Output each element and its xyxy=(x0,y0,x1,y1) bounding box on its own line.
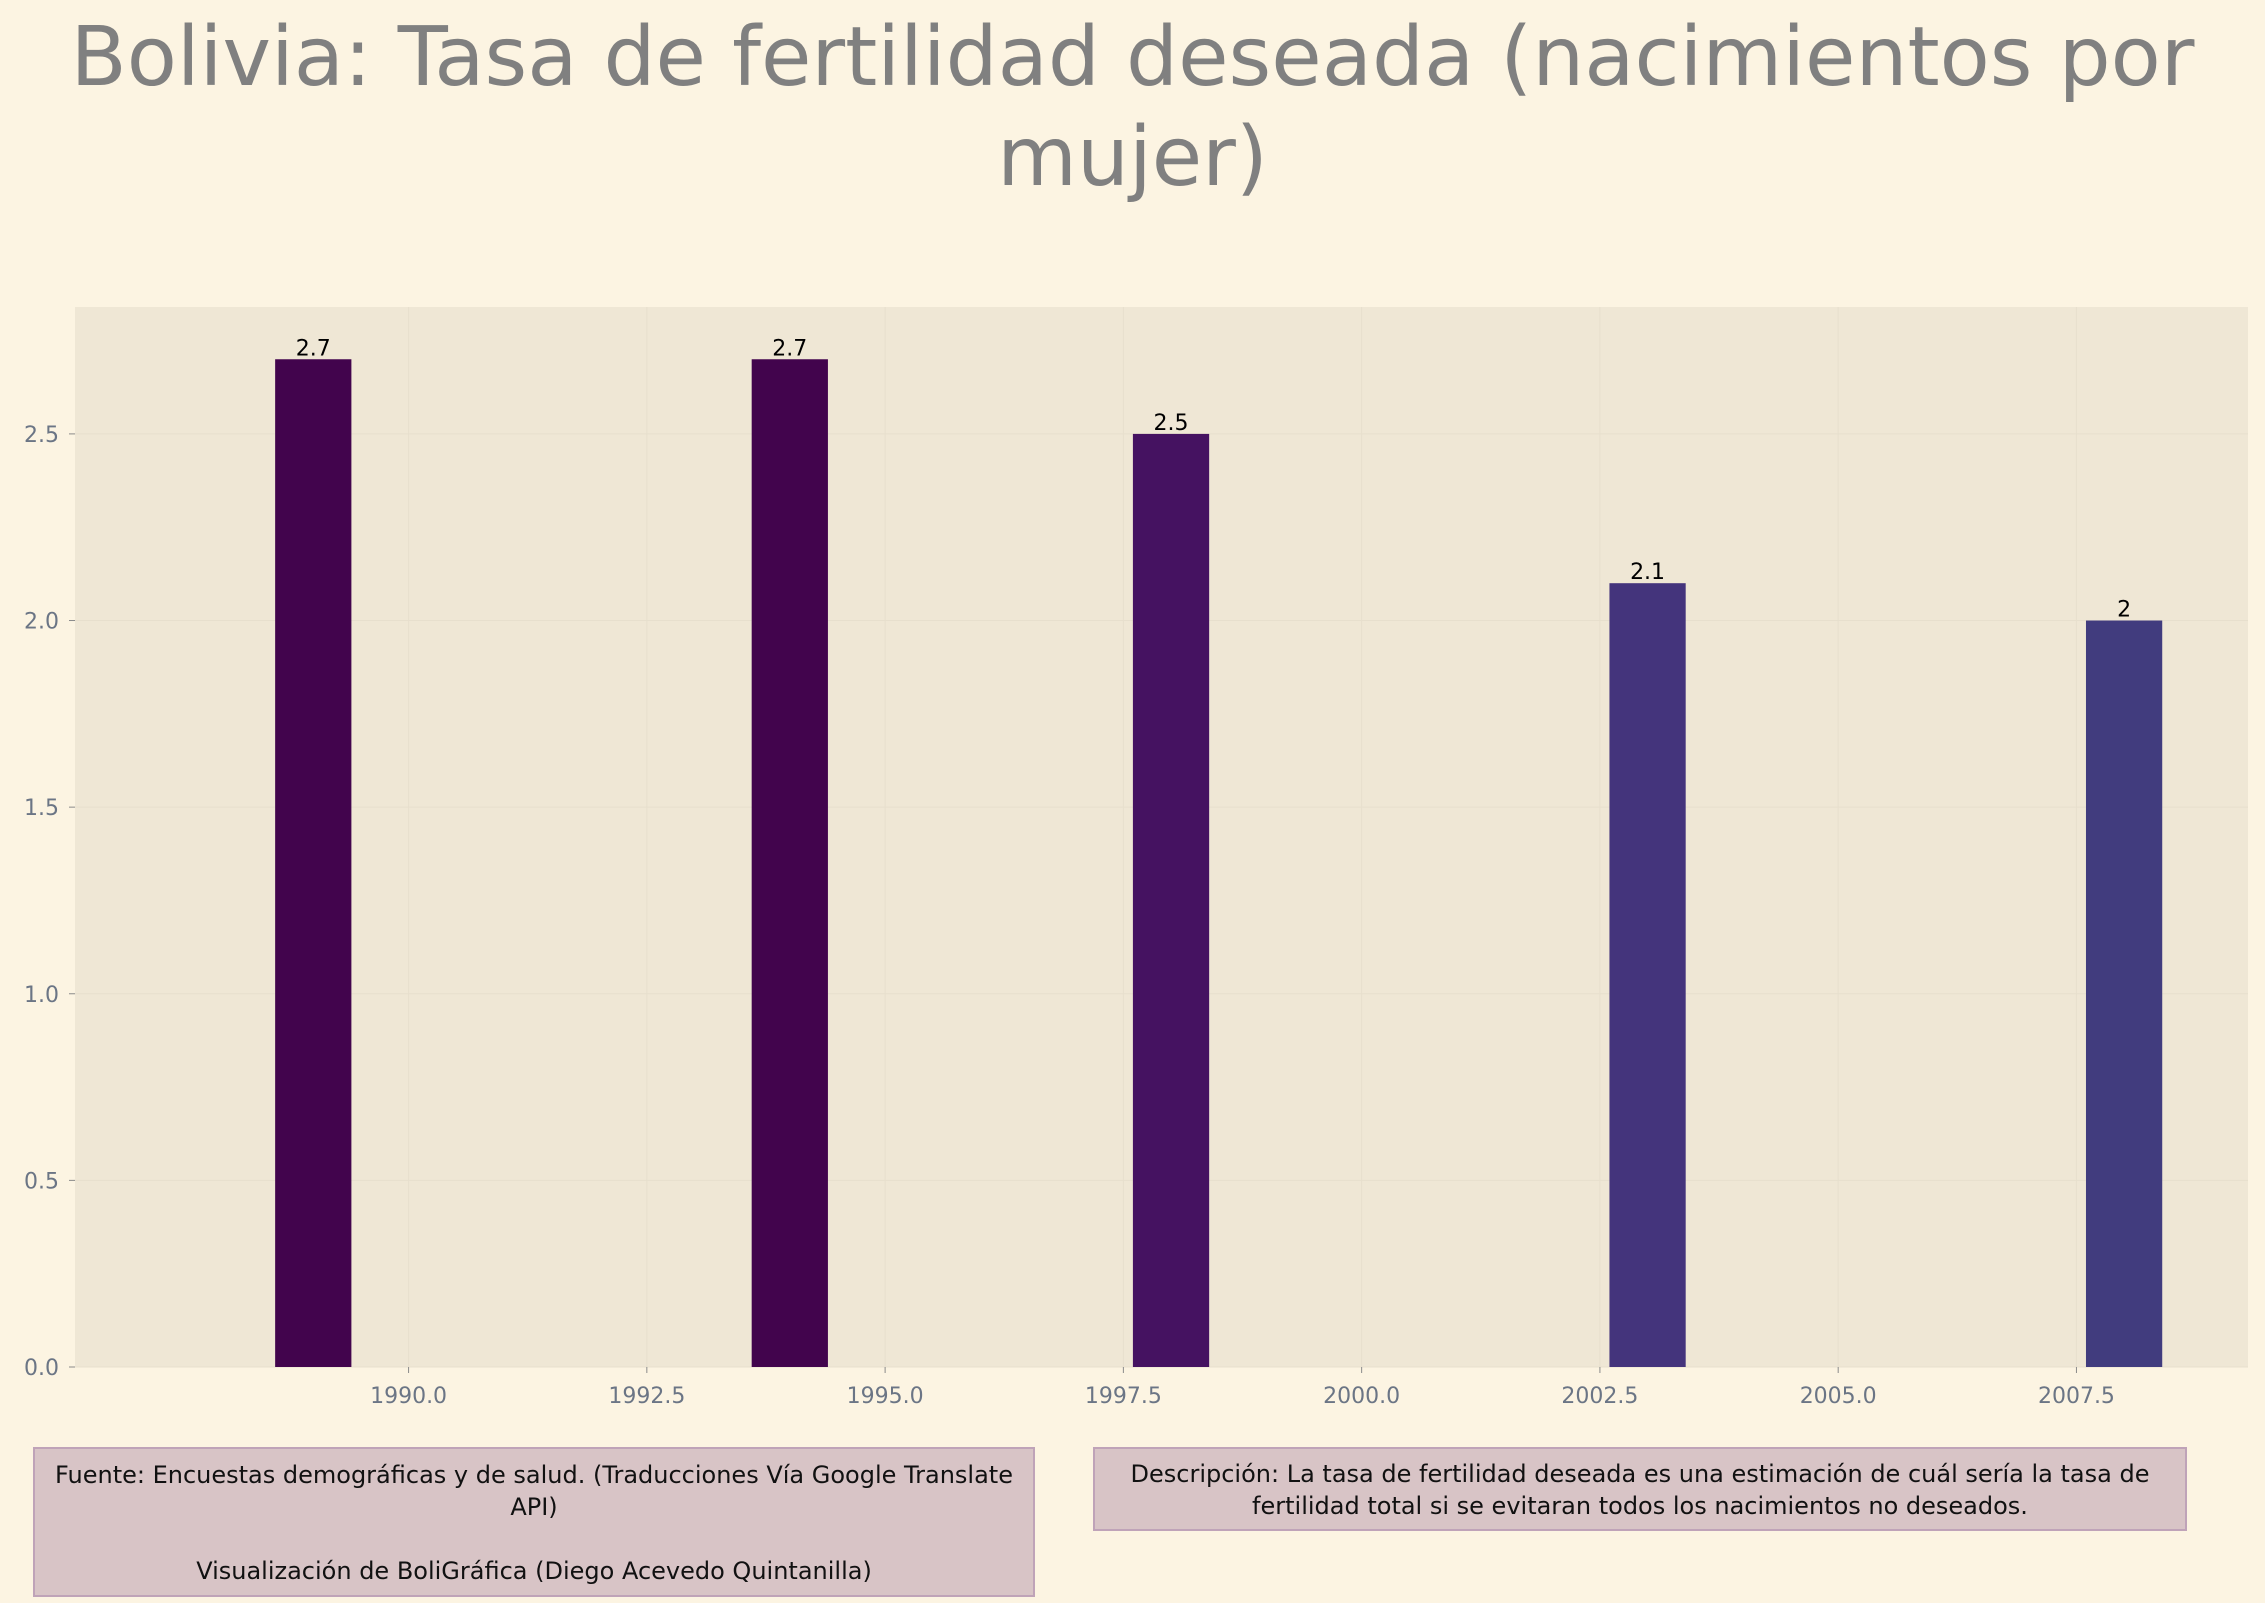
x-tick-label: 2007.5 xyxy=(2038,1384,2115,1409)
bar-value-label: 2 xyxy=(2117,598,2131,623)
description-text: Descripción: La tasa de fertilidad desea… xyxy=(1130,1460,2150,1520)
x-tick-label: 1995.0 xyxy=(847,1384,924,1409)
y-axis: 0.0 0.5 1.0 1.5 2.0 2.5 xyxy=(24,423,75,1381)
bar xyxy=(1132,433,1210,1368)
x-tick-label: 2000.0 xyxy=(1323,1384,1400,1409)
data-labels: 2.7 2.7 2.5 2.1 2 xyxy=(296,336,2131,622)
bar xyxy=(275,359,352,1367)
bar-series xyxy=(275,359,2163,1368)
credit-text: Visualización de BoliGráfica (Diego Acev… xyxy=(196,1557,872,1585)
chart-title: Bolivia: Tasa de fertilidad deseada (nac… xyxy=(70,10,2195,205)
x-tick-label: 1997.5 xyxy=(1085,1384,1162,1409)
source-note: Fuente: Encuestas demográficas y de salu… xyxy=(33,1447,1035,1597)
y-tick-label: 1.5 xyxy=(24,796,59,821)
bar xyxy=(2085,620,2163,1367)
x-tick-label: 1992.5 xyxy=(608,1384,685,1409)
source-text: Fuente: Encuestas demográficas y de salu… xyxy=(55,1461,1013,1521)
y-tick-label: 2.5 xyxy=(24,423,59,448)
bar xyxy=(751,359,828,1367)
x-axis: 1990.0 1992.5 1995.0 1997.5 2000.0 2002.5 2005… xyxy=(370,1367,2115,1409)
bar-value-label: 2.7 xyxy=(296,336,331,361)
x-tick-label: 1990.0 xyxy=(370,1384,447,1409)
y-tick-label: 2.0 xyxy=(24,610,59,635)
bar xyxy=(1609,583,1686,1367)
description-note: Descripción: La tasa de fertilidad desea… xyxy=(1093,1447,2187,1531)
x-tick-label: 2005.0 xyxy=(1800,1384,1877,1409)
bar-value-label: 2.7 xyxy=(772,336,807,361)
y-tick-label: 0.0 xyxy=(24,1356,59,1381)
bar-chart: 2.7 2.7 2.5 2.1 2 1990.0 1992.5 1995.0 1997.5 20… xyxy=(24,307,2248,1409)
y-tick-label: 0.5 xyxy=(24,1169,59,1194)
bar-value-label: 2.5 xyxy=(1154,411,1189,436)
x-tick-label: 2002.5 xyxy=(1561,1384,1638,1409)
bar-value-label: 2.1 xyxy=(1630,560,1665,585)
y-tick-label: 1.0 xyxy=(24,983,59,1008)
